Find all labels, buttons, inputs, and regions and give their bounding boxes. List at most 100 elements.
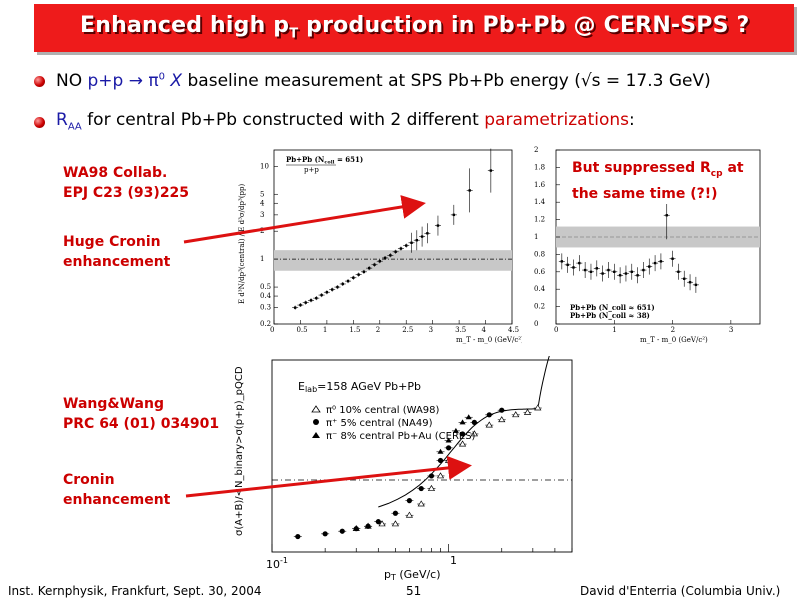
- x-tick-label: 3: [729, 326, 733, 334]
- data-point: [436, 472, 445, 479]
- x-tick-label: 0.5: [296, 326, 307, 334]
- data-point: [334, 285, 341, 290]
- y-tick-label: 0.2: [260, 320, 271, 328]
- data-point: [599, 265, 606, 282]
- x-tick-label: 2: [376, 326, 380, 334]
- reference-band: [274, 250, 512, 271]
- slide-title: Enhanced high pT production in Pb+Pb @ C…: [80, 13, 750, 42]
- plot-frame: [273, 149, 513, 325]
- data-point: [376, 259, 383, 264]
- data-point: [405, 498, 414, 504]
- chart-title: Elab=158 AGeV Pb+Pb: [298, 380, 421, 394]
- x-tick-label: 1: [450, 554, 457, 567]
- data-point: [622, 265, 629, 282]
- x-tick-label: 10-1: [266, 556, 288, 571]
- filled-triangle-icon: [312, 432, 320, 438]
- x-tick-label: 1.5: [349, 326, 360, 334]
- y-tick-label: 1: [260, 255, 264, 263]
- x-tick-label: 2: [671, 326, 675, 334]
- data-point: [417, 485, 426, 492]
- bullet-line-2: RAA for central Pb+Pb constructed with 2…: [56, 110, 635, 133]
- x-tick-label: 1: [323, 326, 327, 334]
- data-point: [329, 287, 336, 292]
- data-point: [338, 528, 347, 534]
- data-point: [652, 255, 659, 272]
- data-point: [350, 275, 357, 280]
- data-point: [391, 510, 400, 516]
- data-point: [558, 253, 565, 270]
- chart-rcp-svg: 0 1 2 3 0 0.2 0.4 0.6 0.8 1 1.2 1.4 1.6 1.8 2 Pb+Pb (N…: [534, 146, 761, 344]
- data-point: [387, 253, 394, 258]
- data-point: [657, 253, 664, 270]
- chart-wa98-svg: 0 0.5 1 1.5 2 2.5 3 3.5 4 4.50.20.30.40.51234510 …: [238, 148, 522, 344]
- data-point: [464, 414, 473, 420]
- data-point: [617, 267, 624, 284]
- data-point: [352, 526, 361, 532]
- pqcd-curve: [378, 356, 550, 508]
- data-point: [364, 523, 373, 529]
- x-tick-label: 4.5: [508, 326, 519, 334]
- y-tick-label: 0.8: [534, 250, 545, 258]
- suppressed-rcp-note: But suppressed Rcp at the same time (?!): [572, 158, 744, 204]
- x-tick-label: 4: [482, 326, 487, 334]
- y-tick-label: 5: [260, 190, 264, 198]
- y-tick-label: 2: [534, 146, 538, 154]
- x-tick-label: 0: [270, 326, 274, 334]
- x-axis-label: pT (GeV/c): [384, 568, 441, 582]
- wang-reference: Wang&Wang PRC 64 (01) 034901: [63, 396, 220, 432]
- x-tick-label: 3: [429, 326, 433, 334]
- data-point: [403, 243, 410, 248]
- data-point: [611, 263, 618, 280]
- legend: π⁰ 10% central (WA98) π⁺ 5% central (NA4…: [311, 405, 476, 442]
- legend-pbpb: Pb+Pb (Ncoll = 651): [286, 155, 363, 166]
- data-point: [434, 215, 441, 236]
- y-tick-label: 0.4: [534, 285, 546, 293]
- theory-curve: [378, 356, 550, 508]
- cronin-arrow-2: [185, 455, 472, 498]
- data-point: [355, 272, 362, 277]
- data-point: [427, 473, 436, 479]
- data-point: [646, 258, 653, 275]
- data-point: [458, 431, 467, 437]
- y-tick-label: 0.3: [260, 304, 271, 312]
- y-tick-label: 10: [260, 162, 269, 170]
- x-tick-label: 3.5: [455, 326, 466, 334]
- page-number: 51: [406, 584, 422, 598]
- filled-circle-icon: [313, 419, 319, 425]
- data-point: [511, 411, 520, 418]
- data-point: [419, 226, 426, 247]
- data-point: [397, 246, 404, 251]
- x-tick-label: 2.5: [402, 326, 413, 334]
- data-point: [302, 300, 309, 305]
- y-tick-label: 1.2: [534, 216, 545, 224]
- data-point: [485, 421, 494, 428]
- data-point: [570, 259, 577, 276]
- data-point: [576, 255, 583, 272]
- data-point: [470, 419, 479, 425]
- data-point: [436, 448, 445, 454]
- y-tick-label: 1.4: [534, 198, 546, 206]
- data-point: [497, 407, 506, 413]
- data-point: [308, 298, 315, 303]
- data-point: [687, 274, 694, 291]
- data-point: [466, 168, 473, 213]
- x-axis-label: m_T - m_0 (GeV/c²): [640, 336, 708, 344]
- axis-ticks: 0 1 2 3 0 0.2 0.4 0.6 0.8 1 1.2 1.4 1.6 1.8 2: [534, 146, 733, 334]
- data-point: [444, 445, 453, 451]
- x-axis-label: m_T - m_0 (GeV/c²): [456, 336, 522, 344]
- y-tick-label: 0.5: [260, 283, 271, 291]
- data-point: [487, 148, 494, 193]
- data-point: [318, 293, 325, 298]
- data-point: [371, 262, 378, 267]
- data-point: [593, 260, 600, 277]
- y-tick-label: 1.6: [534, 181, 546, 189]
- y-tick-label: 2: [260, 227, 264, 235]
- data-point: [382, 255, 389, 260]
- data-point: [413, 230, 420, 251]
- data-points: [558, 191, 699, 293]
- chart-wa98: 0 0.5 1 1.5 2 2.5 3 3.5 4 4.5 0.2 0.3 0.4 0.5 1 2 3 4 5 10 …: [236, 144, 522, 348]
- y-tick-label: 0: [534, 320, 538, 328]
- cronin-label: Cronin enhancement: [63, 472, 171, 508]
